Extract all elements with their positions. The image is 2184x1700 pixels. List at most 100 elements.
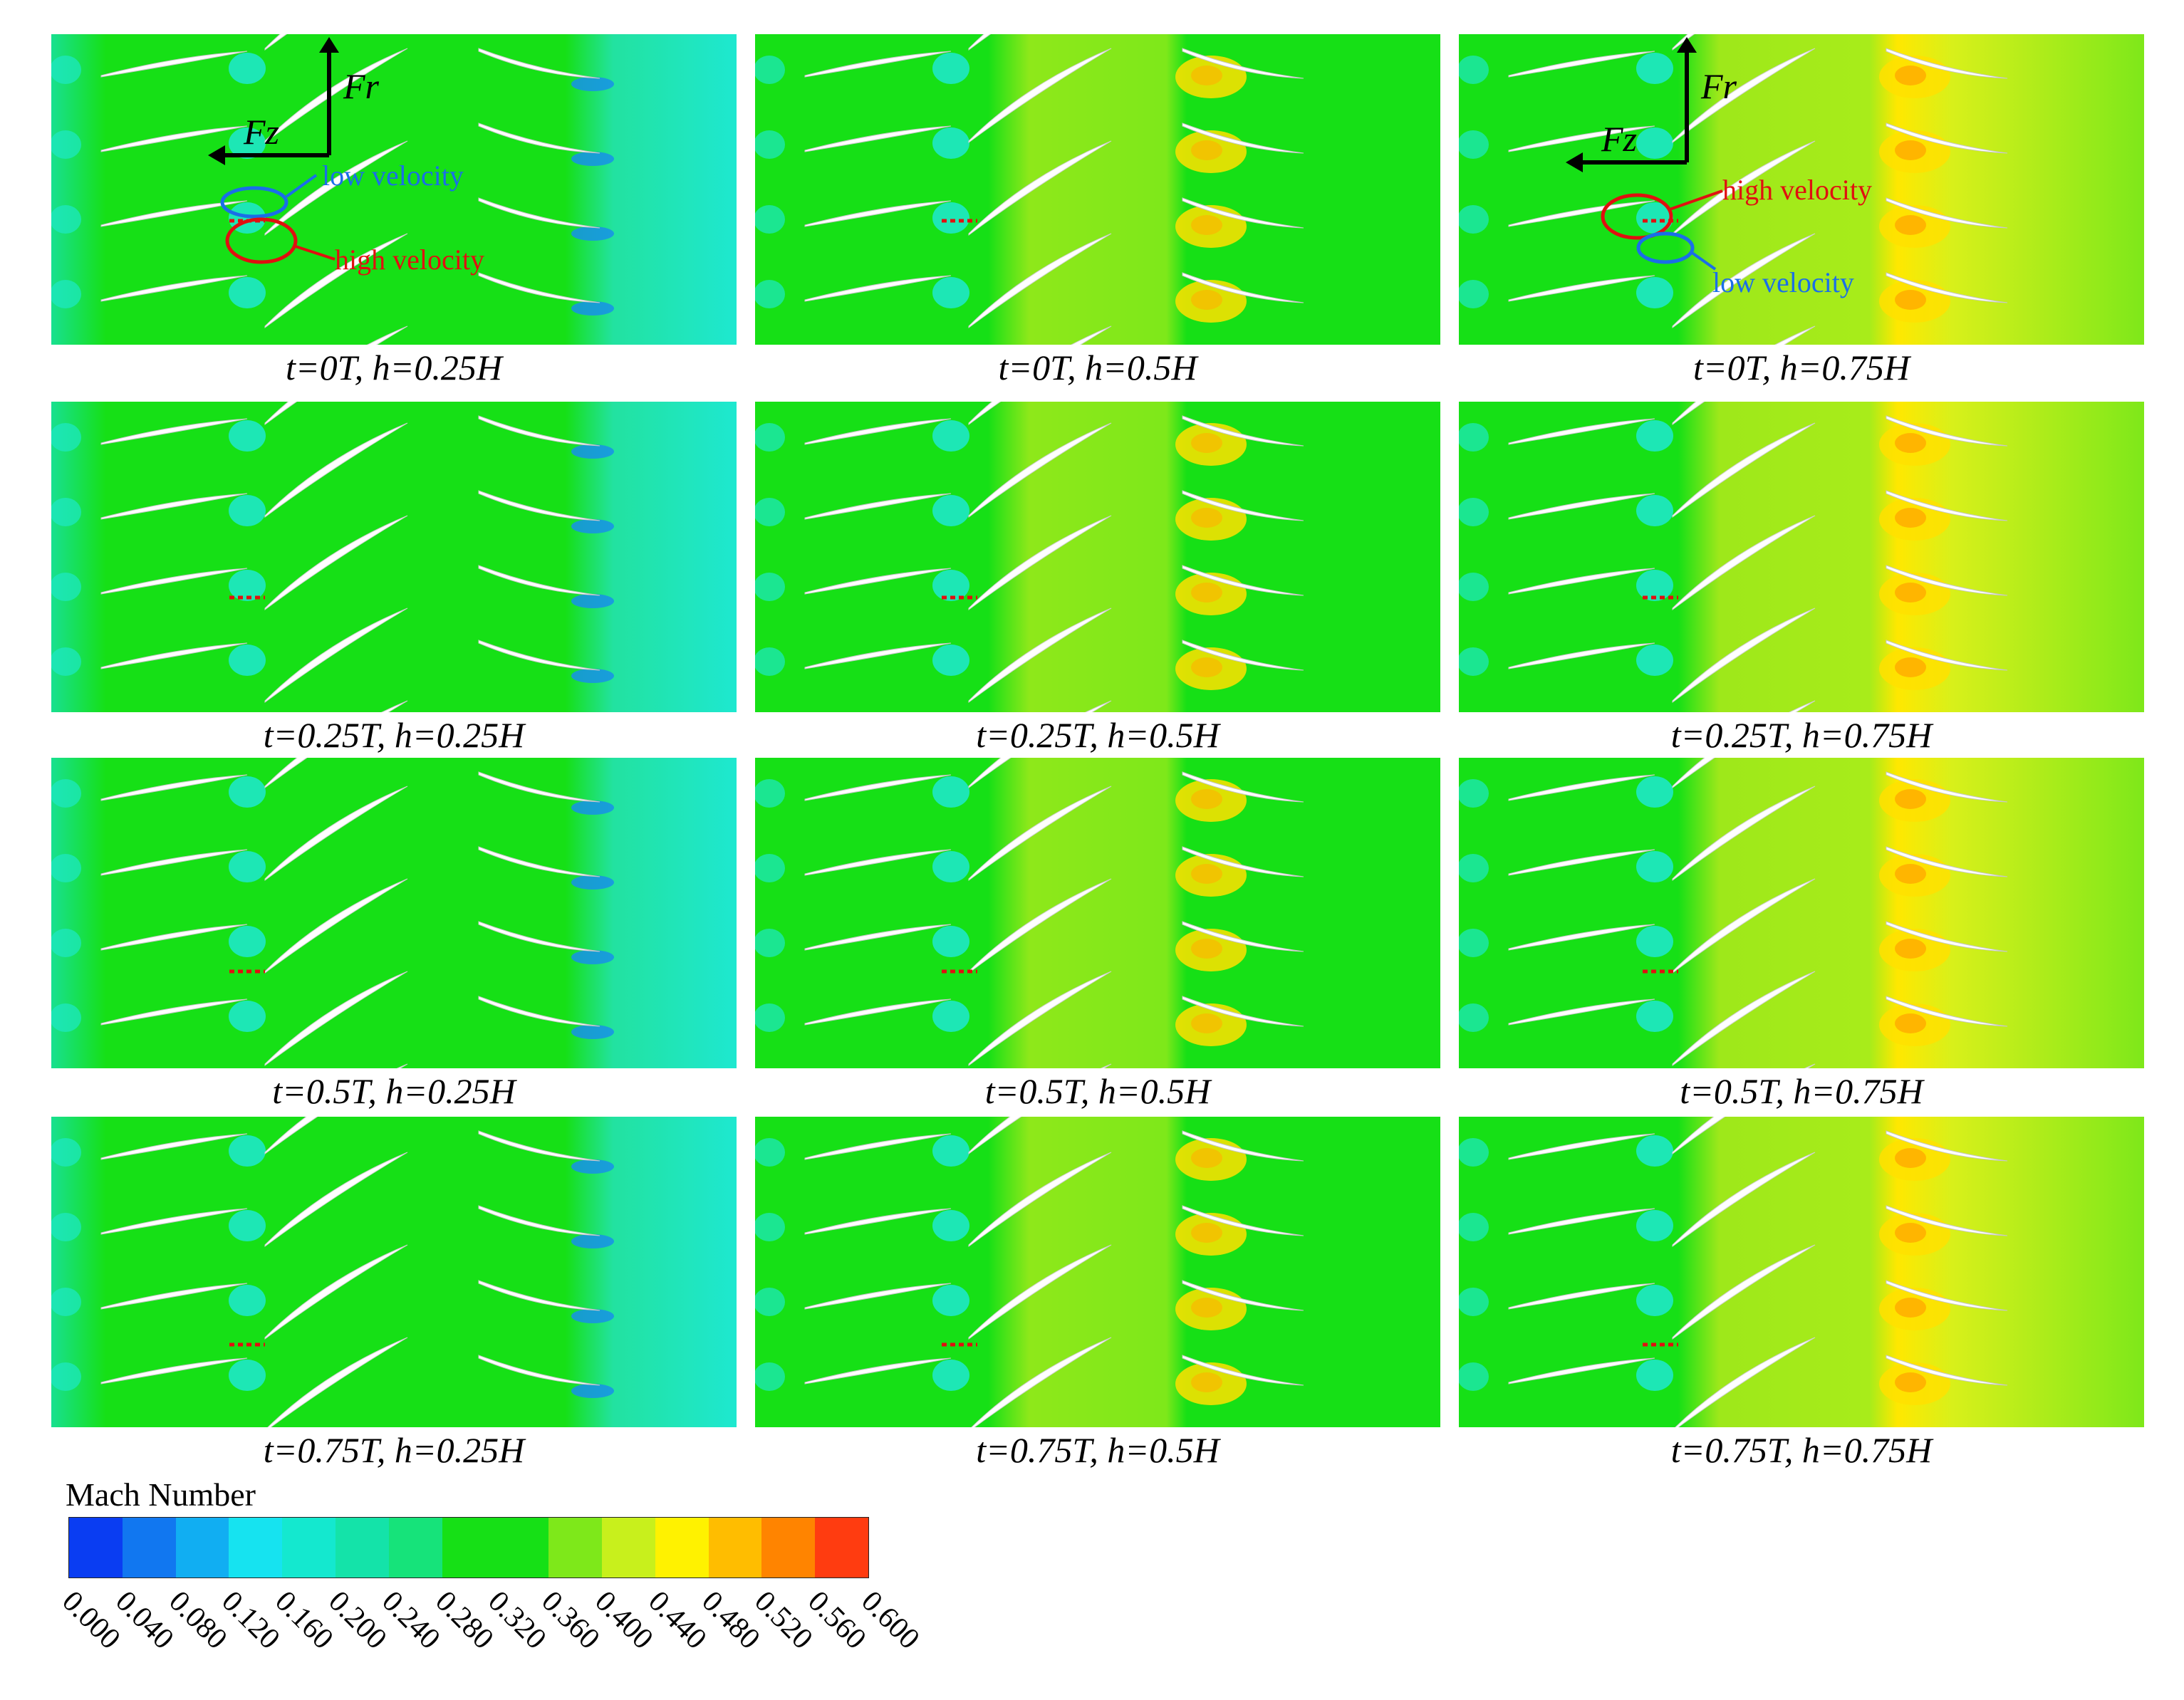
rotor-blade	[1675, 1337, 1816, 1427]
wake-blob	[932, 202, 969, 234]
wake-blob	[932, 53, 969, 84]
rotor-row	[968, 34, 1112, 345]
downstream-blade	[478, 197, 600, 229]
downstream-blade	[1182, 48, 1304, 79]
downstream-blade	[1886, 846, 2008, 877]
wake-blob	[1636, 127, 1673, 159]
wake-blob	[51, 1213, 81, 1241]
downstream-stator-row	[1886, 48, 2008, 303]
stator-blade	[804, 275, 952, 302]
downstream-blade	[1182, 921, 1304, 952]
downstream-blade	[1886, 1130, 2008, 1162]
stator-row	[804, 418, 952, 669]
contour-plot: Fr Fz low velocity high velocity	[51, 34, 737, 345]
downstream-blade	[1886, 921, 2008, 952]
downstream-blade	[1886, 771, 2008, 803]
rotor-blade	[1672, 1244, 1816, 1340]
contour-plot: Fr Fz high velocity low velocity	[1459, 34, 2144, 345]
contour-plot	[51, 402, 737, 712]
legend-swatch	[69, 1518, 123, 1578]
legend-swatch	[122, 1518, 176, 1578]
low-speed-wake	[571, 519, 614, 533]
legend-tick-label: 0.160	[269, 1585, 340, 1656]
rotor-blade	[1085, 700, 1112, 712]
stator-blade	[804, 493, 952, 520]
contour-plot	[51, 1117, 737, 1427]
wake-blob	[755, 423, 785, 452]
rotor-blade	[1789, 700, 1816, 712]
flow-field	[755, 34, 1440, 345]
rotor-blade	[968, 233, 1112, 328]
rotor-blade	[1100, 1063, 1112, 1068]
wake-blob	[229, 1360, 266, 1391]
stator-blade	[100, 200, 248, 227]
wake-blob	[229, 645, 266, 676]
rotor-blade	[968, 422, 1112, 518]
wake-blob	[1636, 420, 1673, 452]
wake-blob	[755, 1138, 785, 1167]
high-velocity-label: high velocity	[1722, 174, 1872, 206]
wake-blob	[932, 926, 969, 957]
rotor-blade	[367, 325, 408, 345]
stator-blade	[100, 1357, 248, 1384]
rotor-blade	[264, 1117, 318, 1154]
wake-blob	[1459, 423, 1489, 452]
rotor-blade	[264, 140, 408, 236]
high-speed-core	[1895, 215, 1926, 235]
wake-blob	[229, 926, 266, 957]
wake-blob	[932, 776, 969, 808]
downstream-blade	[1182, 197, 1304, 229]
rotor-blade	[264, 878, 408, 974]
high-speed-core	[1191, 583, 1222, 603]
wake-blob	[229, 1135, 266, 1167]
stator-blade	[100, 924, 248, 951]
wake-blob	[755, 130, 785, 159]
wake-blob	[1459, 56, 1489, 84]
wake-blob	[1636, 1285, 1673, 1316]
arrow-head-icon	[208, 145, 225, 165]
downstream-stator-row	[1182, 415, 1304, 671]
rotor-blade	[971, 1337, 1112, 1427]
legend-swatch	[601, 1518, 655, 1578]
downstream-stator-row	[478, 48, 600, 303]
downstream-blade	[1182, 122, 1304, 154]
wake-blob	[51, 1362, 81, 1391]
rotor-row	[968, 758, 1112, 1068]
legend-tick-label: 0.600	[855, 1585, 926, 1656]
wake-blob	[932, 1135, 969, 1167]
wake-blob	[755, 1213, 785, 1241]
wake-blob	[932, 645, 969, 676]
fz-label: Fz	[243, 112, 279, 152]
rotor-blade	[1672, 515, 1816, 610]
legend-swatch	[229, 1518, 283, 1578]
legend-swatch	[442, 1518, 496, 1578]
downstream-blade	[478, 846, 600, 877]
low-speed-wake	[571, 801, 614, 815]
downstream-blade	[1886, 1205, 2008, 1236]
legend-swatch	[708, 1518, 762, 1578]
panel-caption: t=0.25T, h=0.25H	[263, 715, 525, 755]
panel-caption: t=0.75T, h=0.75H	[1670, 1430, 1933, 1470]
wake-blob	[755, 280, 785, 308]
wake-blob	[1459, 280, 1489, 308]
downstream-blade	[1182, 1355, 1304, 1386]
wake-blob	[51, 1003, 81, 1032]
panel-caption: t=0T, h=0.25H	[285, 348, 503, 387]
low-speed-wake	[571, 1234, 614, 1248]
wake-blob	[1636, 53, 1673, 84]
rotor-blade	[396, 1063, 408, 1068]
downstream-blade	[1886, 1280, 2008, 1311]
downstream-blade	[1886, 197, 2008, 229]
low-velocity-label: low velocity	[322, 160, 464, 192]
rotor-row	[1672, 758, 1816, 1068]
wake-blob	[1459, 1138, 1489, 1167]
wake-blob	[932, 1285, 969, 1316]
stator-blade	[100, 774, 248, 801]
wake-blob	[932, 851, 969, 882]
high-speed-core	[1895, 789, 1926, 809]
downstream-blade	[478, 48, 600, 79]
wake-blob	[1636, 202, 1673, 234]
wake-blob	[1636, 776, 1673, 808]
flow-field	[51, 758, 737, 1068]
downstream-blade	[478, 1355, 600, 1386]
